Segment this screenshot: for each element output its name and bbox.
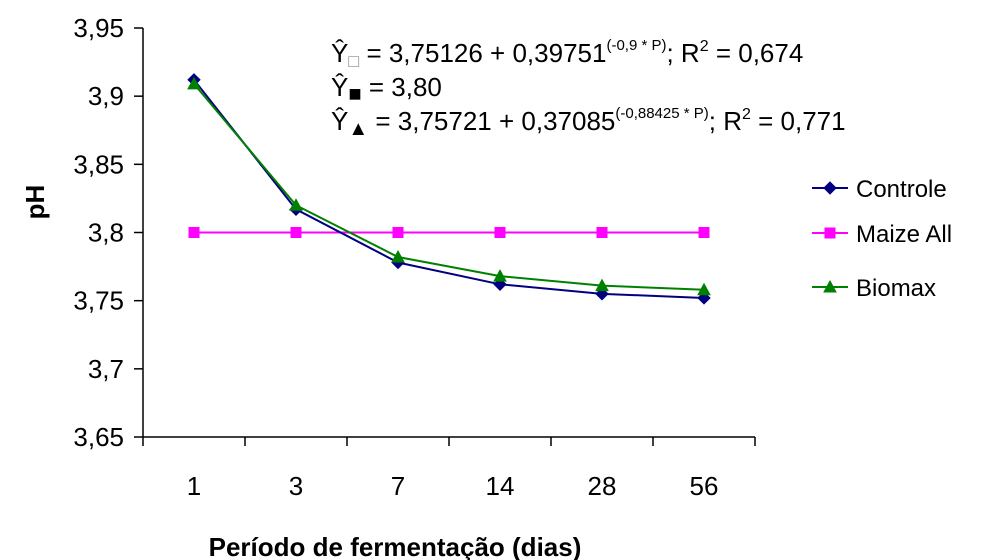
data-point-maize-all: [290, 227, 302, 238]
x-tick-label: 14: [486, 471, 515, 501]
x-tick-label: 3: [289, 471, 303, 501]
data-point-maize-all: [698, 227, 710, 238]
r2-superscript: 2: [700, 38, 709, 55]
legend-marker-controle: [823, 181, 837, 195]
y-tick-label: 3,95: [73, 13, 124, 43]
equation-exponent: (-0,88425 * P): [615, 105, 708, 122]
regression-equation: Ŷ▲ = 3,75721 + 0,37085(-0,88425 * P); R2…: [331, 105, 846, 140]
series-maize-all: [188, 227, 710, 238]
y-tick-label: 3,9: [88, 81, 124, 111]
x-tick-label: 28: [588, 471, 617, 501]
y-tick-label: 3,7: [88, 354, 124, 384]
data-point-biomax: [187, 76, 201, 90]
equation-symbol: ■: [348, 81, 361, 106]
y-tick-label: 3,65: [73, 422, 124, 452]
data-point-biomax: [595, 278, 609, 292]
equation-body: = 3,75721 + 0,37085: [368, 106, 615, 136]
equation-exponent: (-0,9 * P): [606, 37, 666, 54]
r2-value: = 0,771: [751, 106, 846, 136]
equation-tail: ; R: [709, 106, 742, 136]
legend-label-maize-all: Maize All: [856, 221, 952, 248]
data-point-biomax: [391, 249, 405, 263]
equation-tail: ; R: [666, 38, 699, 68]
equation-prefix: Ŷ: [331, 106, 348, 136]
y-axis-title: pH: [20, 185, 50, 220]
equations: Ŷ□ = 3,75126 + 0,39751(-0,9 * P); R2 = 0…: [331, 37, 846, 140]
x-tick-label: 1: [187, 471, 201, 501]
data-point-biomax: [493, 269, 507, 282]
y-tick-label: 3,8: [88, 218, 124, 248]
series-line-biomax: [193, 83, 705, 291]
equation-prefix: Ŷ: [331, 38, 348, 68]
legend-label-biomax: Biomax: [856, 275, 936, 302]
series-layer: [187, 73, 711, 305]
y-tick-label: 3,75: [73, 286, 124, 316]
data-point-maize-all: [494, 227, 506, 238]
equation-body: = 3,80: [362, 72, 442, 102]
legend-label-controle: Controle: [856, 176, 947, 203]
series-biomax: [187, 76, 711, 296]
legend-item-maize-all: Maize All: [812, 221, 952, 248]
equation-symbol: ▲: [348, 118, 368, 140]
r2-superscript: 2: [742, 106, 751, 123]
x-tick-label: 56: [690, 471, 719, 501]
data-point-maize-all: [596, 227, 608, 238]
equation-symbol: □: [348, 51, 359, 71]
axes: 3,65 3,7 3,75 3,8 3,85 3,9 3,95 1 3 7 14 28 56: [73, 13, 756, 501]
data-point-biomax: [697, 282, 711, 296]
legend-item-biomax: Biomax: [812, 275, 936, 302]
regression-equation: Ŷ■ = 3,80: [331, 72, 442, 106]
legend-item-controle: Controle: [812, 176, 947, 203]
legend: Controle Maize All Biomax: [812, 176, 952, 302]
legend-marker-maize-all: [824, 227, 836, 239]
equation-prefix: Ŷ: [331, 72, 348, 102]
data-point-maize-all: [188, 227, 200, 238]
series-line-controle: [193, 79, 705, 299]
x-axis-title: Período de fermentação (dias): [209, 532, 582, 560]
data-point-biomax: [289, 198, 303, 211]
r2-value: = 0,674: [709, 38, 804, 68]
equation-body: = 3,75126 + 0,39751: [359, 38, 606, 68]
data-point-maize-all: [392, 227, 404, 238]
legend-marker-biomax: [823, 279, 837, 293]
x-tick-label: 7: [391, 471, 405, 501]
y-tick-label: 3,85: [73, 149, 124, 179]
regression-equation: Ŷ□ = 3,75126 + 0,39751(-0,9 * P); R2 = 0…: [331, 37, 803, 71]
